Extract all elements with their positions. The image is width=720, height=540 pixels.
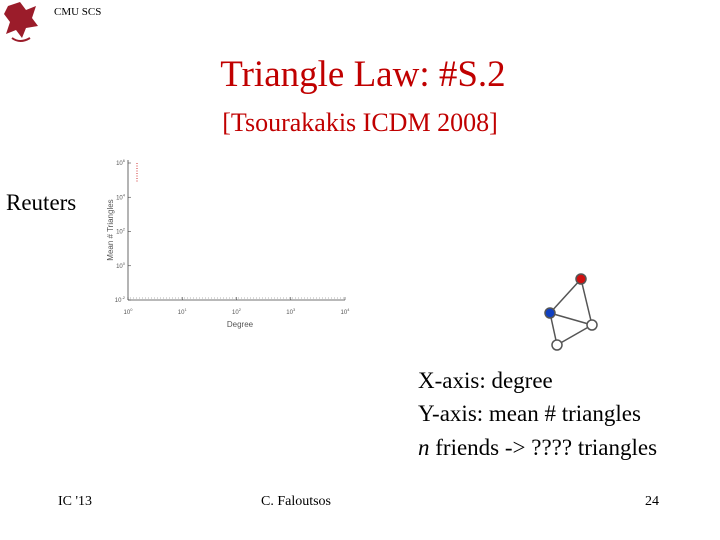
note-italic: n — [418, 435, 430, 460]
tick-label: 101 — [178, 307, 188, 316]
note: Y-axis: mean # triangles — [418, 401, 641, 426]
subtitle: [Tsourakakis ICDM 2008] — [222, 108, 497, 137]
notes: X-axis: degree Y-axis: mean # triangles … — [418, 368, 657, 460]
node — [586, 319, 598, 331]
tick-label: 100 — [124, 307, 134, 316]
tick-label: 102 — [232, 307, 242, 316]
footer-left: IC '13 — [58, 494, 92, 509]
tick-exp: 2 — [239, 307, 242, 312]
tick-label: 106 — [116, 158, 126, 167]
tick-base: 10 — [116, 230, 123, 236]
tick-exp: 1 — [184, 307, 187, 312]
logo — [4, 2, 38, 42]
tick-label: 100 — [116, 261, 126, 270]
tick-base: 10 — [232, 310, 239, 316]
note: X-axis: degree — [418, 368, 553, 393]
tick-base: 10 — [116, 264, 123, 270]
tick-label: 104 — [341, 307, 351, 316]
tick-exp: 0 — [123, 261, 126, 266]
tick-base: 10 — [124, 310, 131, 316]
tick-exp: 0 — [130, 307, 133, 312]
tick-exp: 2 — [123, 227, 126, 232]
tick-exp: 4 — [347, 307, 350, 312]
plot: Degree Mean # Triangles 1001011021031041… — [106, 158, 350, 329]
tick-exp: 6 — [123, 158, 126, 163]
x-label: Degree — [227, 320, 254, 329]
tick-base: 10 — [116, 195, 123, 201]
graph-diagram — [544, 273, 598, 351]
tick-label: 102 — [116, 227, 126, 236]
tick-base: 10 — [178, 310, 185, 316]
note: n friends -> ???? triangles — [418, 435, 657, 460]
y-label: Mean # Triangles — [106, 199, 115, 260]
dataset-label: Reuters — [6, 190, 76, 215]
title: Triangle Law: #S.2 — [220, 54, 505, 95]
footer-center: C. Faloutsos — [261, 494, 331, 509]
tick-base: 10 — [286, 310, 293, 316]
tick-base: 10 — [116, 161, 123, 167]
tick-exp: 3 — [293, 307, 296, 312]
node-blue — [544, 307, 556, 319]
page-number: 24 — [645, 494, 659, 509]
node-red — [575, 273, 587, 285]
tick-base: 10 — [115, 298, 122, 304]
tick-label: 104 — [116, 192, 126, 201]
tick-label: 103 — [286, 307, 296, 316]
tick-exp: 4 — [123, 192, 126, 197]
note: friends -> ???? triangles — [430, 435, 658, 460]
org: CMU SCS — [54, 6, 101, 18]
tick-label: 10-2 — [115, 295, 126, 304]
tick-exp: -2 — [121, 295, 125, 300]
node — [551, 339, 563, 351]
tick-base: 10 — [341, 310, 348, 316]
